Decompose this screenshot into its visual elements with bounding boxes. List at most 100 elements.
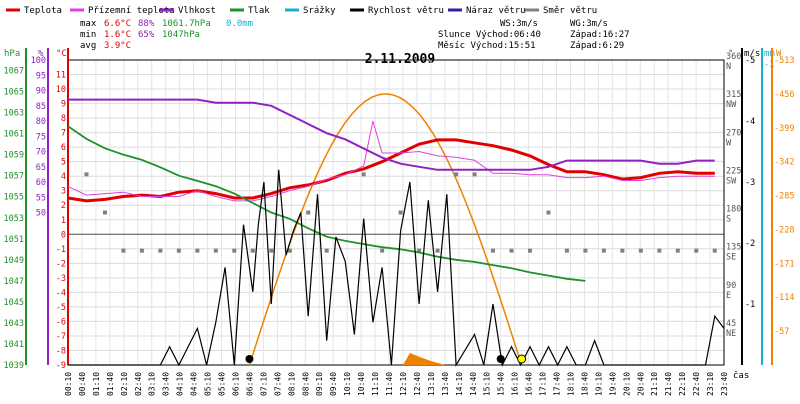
x-tick-label: 02:40 xyxy=(134,372,143,396)
x-tick-label: 05:10 xyxy=(204,372,213,396)
temperature-tick: 2 xyxy=(61,201,66,211)
x-tick-label: 04:40 xyxy=(190,372,199,396)
wind-dir-tick: 90 xyxy=(726,281,736,291)
x-tick-label: 14:40 xyxy=(469,372,478,396)
wind-dir-tick: 135 xyxy=(726,243,741,253)
x-tick-label: 20:40 xyxy=(636,372,645,396)
x-tick-label: 09:40 xyxy=(329,372,338,396)
rain-tick: -1 xyxy=(764,60,774,70)
x-tick-label: 08:10 xyxy=(287,372,296,396)
humidity-tick: 75 xyxy=(36,132,46,142)
wind-dir-name: E xyxy=(726,291,731,301)
wind-dir-name: W xyxy=(726,138,732,148)
wind-speed-axis-label: m/s xyxy=(744,49,760,59)
x-tick-label: 03:40 xyxy=(162,372,171,396)
x-tick-label: 06:10 xyxy=(231,372,240,396)
x-tick-label: 10:40 xyxy=(357,372,366,396)
x-tick-label: 14:10 xyxy=(455,372,464,396)
series-tlak xyxy=(67,125,586,282)
legend-label: Tlak xyxy=(248,6,270,16)
series-přízemní-teplota xyxy=(67,120,715,202)
series-teplota xyxy=(67,138,715,203)
x-tick-label: 23:40 xyxy=(720,372,729,396)
temperature-tick: 6 xyxy=(61,143,66,153)
legend-label: Rychlost větru xyxy=(368,6,444,16)
x-tick-label: 09:10 xyxy=(315,372,324,396)
x-tick-label: 12:40 xyxy=(413,372,422,396)
moonrise-marker xyxy=(496,355,505,363)
temperature-tick: 0 xyxy=(61,230,66,240)
sun-rise-info: Slunce Východ:06:40 xyxy=(438,30,541,40)
x-tick-label: 17:10 xyxy=(539,372,548,396)
wind-dir-mark xyxy=(620,248,625,253)
x-tick-label: 00:10 xyxy=(64,372,73,396)
wind-speed-tick: -4 xyxy=(745,117,755,127)
legend-label: Teplota xyxy=(24,6,62,16)
wind-dir-mark xyxy=(638,248,643,253)
stats-min-temp: 1.6°C xyxy=(104,30,131,40)
x-tick-label: 06:40 xyxy=(245,372,254,396)
stats-max-label: max xyxy=(80,19,97,29)
legend-label: Směr větru xyxy=(543,6,597,16)
x-tick-label: 07:10 xyxy=(259,372,268,396)
chart-legend: Teplota Přízemní teplota Vlhkost Tlak Srážky… xyxy=(6,6,597,16)
radiation-tick: -456 xyxy=(774,90,794,100)
wind-dir-mark xyxy=(176,248,181,253)
x-tick-label: 22:10 xyxy=(678,372,687,396)
x-axis-ticks: 00:10 00:40 01:10 01:40 02:10 02:40 03:10 03:40… xyxy=(64,372,729,396)
pressure-tick: 1057 xyxy=(4,172,24,182)
wind-dir-mark xyxy=(491,248,496,253)
wind-dir-mark xyxy=(232,248,237,253)
temperature-tick: 11 xyxy=(56,71,66,81)
pressure-tick: 1055 xyxy=(4,193,24,203)
chart-grid xyxy=(67,59,725,366)
chart-marks xyxy=(67,93,725,367)
sunset-marker xyxy=(517,354,527,364)
wind-speed-tick: -5 xyxy=(745,56,755,66)
wind-dir-mark xyxy=(213,248,218,253)
series-vlhkost xyxy=(68,98,715,171)
radiation-tick: -285 xyxy=(774,192,794,202)
radiation-tick: -513 xyxy=(774,56,794,66)
wind-sun-info: WS:3m/s WG:3m/s Slunce Východ:06:40 Zápa… xyxy=(438,19,630,51)
x-tick-label: 13:10 xyxy=(427,372,436,396)
stats-block: max 6.6°C 88% 1061.7hPa 0.0mm min 1.6°C … xyxy=(80,19,253,51)
temperature-tick: -3 xyxy=(56,274,66,284)
wind-dir-name: S xyxy=(726,215,731,225)
moon-rise-info: Měsíc Východ:15:51 xyxy=(438,41,536,51)
wind-dir-mark xyxy=(102,210,107,215)
x-tick-label: 19:40 xyxy=(608,372,617,396)
wind-dir-tick: 270 xyxy=(726,128,741,138)
humidity-tick: 90 xyxy=(36,87,46,97)
pressure-tick: 1051 xyxy=(4,235,24,245)
wind-dir-tick: 225 xyxy=(726,166,741,176)
wind-dir-mark xyxy=(380,248,385,253)
legend-label: Vlhkost xyxy=(178,6,216,16)
temperature-tick: 8 xyxy=(61,114,66,124)
x-axis-label: čas xyxy=(733,370,749,381)
humidity-tick: 65 xyxy=(36,163,46,173)
x-tick-label: 21:40 xyxy=(664,372,673,396)
moon-set-info: Západ:6:29 xyxy=(570,41,624,51)
humidity-tick: 50 xyxy=(36,209,46,219)
humidity-tick: 55 xyxy=(36,193,46,203)
x-tick-label: 13:40 xyxy=(441,372,450,396)
wind-dir-mark xyxy=(564,248,569,253)
pressure-tick: 1053 xyxy=(4,214,24,224)
wind-dir-axis-label: ° xyxy=(728,49,733,59)
wind-dir-mark xyxy=(250,248,255,253)
temperature-tick: 7 xyxy=(61,129,66,139)
wind-dir-mark xyxy=(84,172,89,177)
radiation-tick: -171 xyxy=(774,259,794,269)
legend-label: Náraz větru xyxy=(466,6,526,16)
wind-dir-mark xyxy=(694,248,699,253)
x-tick-label: 18:40 xyxy=(580,372,589,396)
pressure-tick: 1063 xyxy=(4,109,24,119)
pressure-tick: 1067 xyxy=(4,67,24,77)
wind-dir-mark xyxy=(139,248,144,253)
wind-dir-tick: 180 xyxy=(726,205,741,215)
x-tick-label: 15:40 xyxy=(497,372,506,396)
sun-set-info: Západ:16:27 xyxy=(570,30,630,40)
x-tick-label: 17:40 xyxy=(553,372,562,396)
